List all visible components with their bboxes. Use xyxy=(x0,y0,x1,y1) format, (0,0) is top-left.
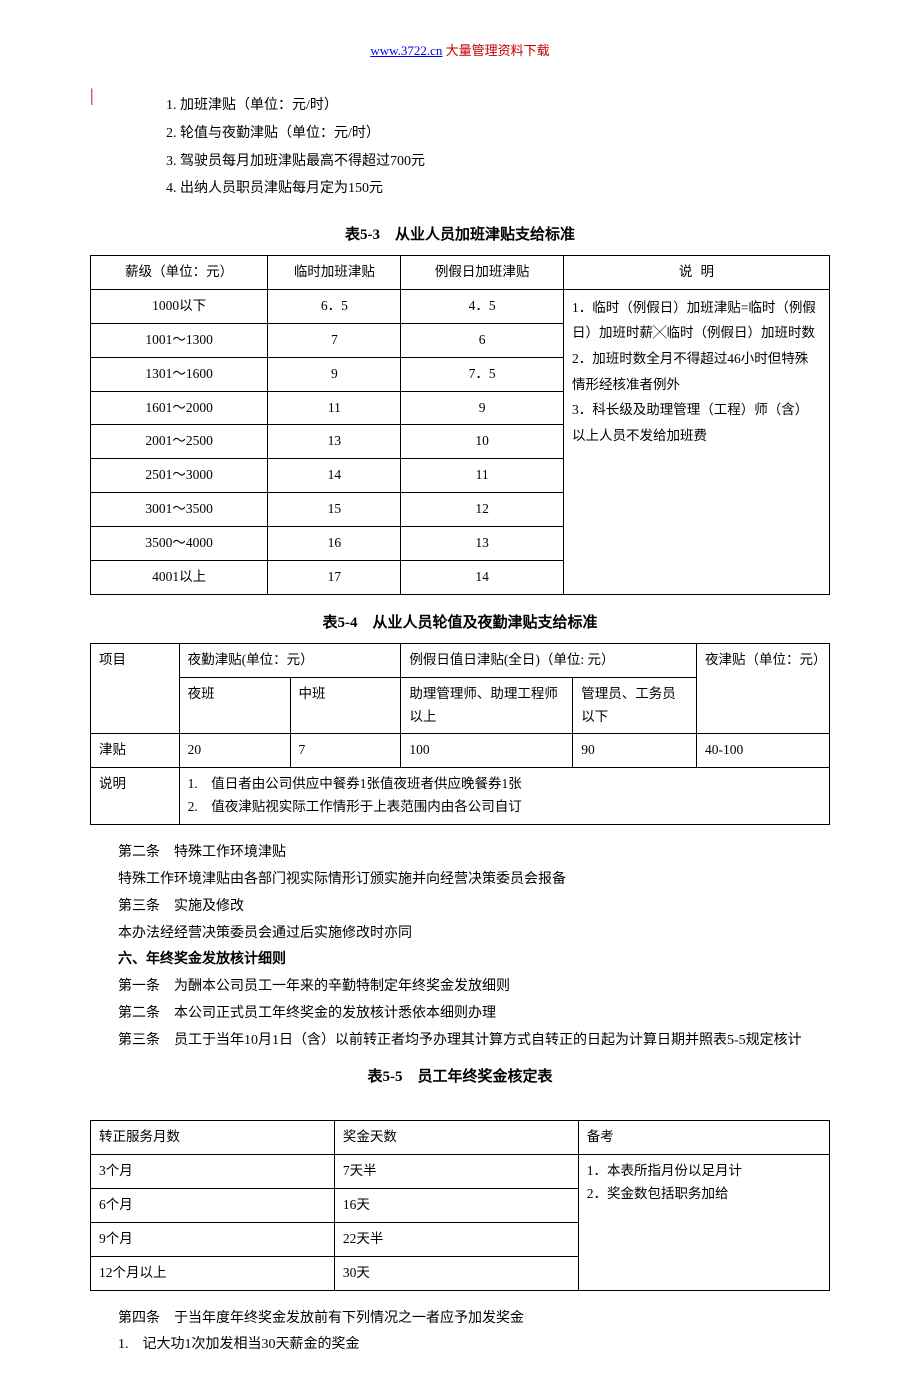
table-header-cell: 薪级（单位：元） xyxy=(91,255,268,289)
table-notes-cell: 1．本表所指月份以足月计 2．奖金数包括职务加给 xyxy=(578,1154,829,1290)
table-row: 转正服务月数 奖金天数 备考 xyxy=(91,1120,830,1154)
table-header-cell: 临时加班津贴 xyxy=(268,255,401,289)
table-note: 2．加班时数全月不得超过46小时但特殊情形经核准者例外 xyxy=(572,346,821,397)
table-cell: 2001～2500 xyxy=(91,425,268,459)
table-cell: 30天 xyxy=(334,1256,578,1290)
table-header-cell: 例假日值日津贴(全日)（单位: 元） xyxy=(401,643,697,677)
table-header-cell: 中班 xyxy=(290,677,401,734)
paragraph: 1. 记大功1次加发相当30天薪金的奖金 xyxy=(90,1333,830,1357)
table-header-cell: 夜津贴（单位：元） xyxy=(696,643,829,734)
table-cell: 2501～3000 xyxy=(91,459,268,493)
explain-line: 1. 值日者由公司供应中餐券1张值夜班者供应晚餐券1张 xyxy=(188,773,821,796)
table-cell: 7．5 xyxy=(401,357,564,391)
table-5-5: 转正服务月数 奖金天数 备考 3个月 7天半 1．本表所指月份以足月计 2．奖金… xyxy=(90,1120,830,1291)
table-cell: 3个月 xyxy=(91,1154,335,1188)
table-cell: 10 xyxy=(401,425,564,459)
table-cell: 3500～4000 xyxy=(91,527,268,561)
table-5-4: 项目 夜勤津贴(单位：元） 例假日值日津贴(全日)（单位: 元） 夜津贴（单位：… xyxy=(90,643,830,826)
paragraph: 第一条 为酬本公司员工一年来的辛勤特制定年终奖金发放细则 xyxy=(90,975,830,999)
paragraph: 第三条 员工于当年10月1日（含）以前转正者均予办理其计算方式自转正的日起为计算… xyxy=(90,1029,830,1053)
table-row: 津贴 20 7 100 90 40-100 xyxy=(91,734,830,768)
table-note: 3．科长级及助理管理（工程）师（含）以上人员不发给加班费 xyxy=(572,397,821,448)
table-row: 薪级（单位：元） 临时加班津贴 例假日加班津贴 说明 xyxy=(91,255,830,289)
list-item: 驾驶员每月加班津贴最高不得超过700元 xyxy=(180,148,830,176)
page-header: www.3722.cn 大量管理资料下载 xyxy=(90,40,830,62)
table-cell: 4．5 xyxy=(401,289,564,323)
section-heading: 六、年终奖金发放核计细则 xyxy=(90,948,830,972)
table-note: 1．本表所指月份以足月计 xyxy=(587,1160,821,1183)
paragraph: 特殊工作环境津贴由各部门视实际情形订颁实施并向经营决策委员会报备 xyxy=(90,868,830,892)
paragraph: 第三条 实施及修改 xyxy=(90,895,830,919)
table-cell: 1001～1300 xyxy=(91,323,268,357)
table-cell: 3001～3500 xyxy=(91,493,268,527)
table-note: 1．临时（例假日）加班津贴=临时（例假日）加班时薪╳临时（例假日）加班时数 xyxy=(572,295,821,346)
table-cell: 6．5 xyxy=(268,289,401,323)
list-item: 出纳人员职员津贴每月定为150元 xyxy=(180,175,830,203)
paragraph: 本办法经经营决策委员会通过后实施修改时亦同 xyxy=(90,922,830,946)
table-cell: 13 xyxy=(401,527,564,561)
table-row: 项目 夜勤津贴(单位：元） 例假日值日津贴(全日)（单位: 元） 夜津贴（单位：… xyxy=(91,643,830,677)
table-cell: 20 xyxy=(179,734,290,768)
table-cell: 6个月 xyxy=(91,1188,335,1222)
table-cell: 17 xyxy=(268,561,401,595)
table-cell: 40-100 xyxy=(696,734,829,768)
numbered-list-1: 加班津贴（单位：元/时） 轮值与夜勤津贴（单位：元/时） 驾驶员每月加班津贴最高… xyxy=(90,92,830,203)
table-cell: 4001以上 xyxy=(91,561,268,595)
list-item: 加班津贴（单位：元/时） xyxy=(180,92,830,120)
table-cell: 1601～2000 xyxy=(91,391,268,425)
table-cell: 16天 xyxy=(334,1188,578,1222)
table-cell: 1000以下 xyxy=(91,289,268,323)
table-cell: 90 xyxy=(573,734,697,768)
table-header-cell: 备考 xyxy=(578,1120,829,1154)
table-cell: 津贴 xyxy=(91,734,180,768)
table-cell: 1301～1600 xyxy=(91,357,268,391)
cursor-mark: | xyxy=(90,80,94,111)
paragraph: 第二条 本公司正式员工年终奖金的发放核计悉依本细则办理 xyxy=(90,1002,830,1026)
table-notes-cell: 1．临时（例假日）加班津贴=临时（例假日）加班时薪╳临时（例假日）加班时数 2．… xyxy=(563,289,829,594)
table-header-cell: 管理员、工务员以下 xyxy=(573,677,697,734)
table-cell: 12个月以上 xyxy=(91,1256,335,1290)
table-header-cell: 夜勤津贴(单位：元） xyxy=(179,643,401,677)
paragraph: 第二条 特殊工作环境津贴 xyxy=(90,841,830,865)
table-cell: 11 xyxy=(401,459,564,493)
table-cell: 7 xyxy=(268,323,401,357)
table-header-cell: 助理管理师、助理工程师以上 xyxy=(401,677,573,734)
table-cell: 14 xyxy=(401,561,564,595)
table-row: 1000以下 6．5 4．5 1．临时（例假日）加班津贴=临时（例假日）加班时薪… xyxy=(91,289,830,323)
table-cell: 7 xyxy=(290,734,401,768)
table-cell: 11 xyxy=(268,391,401,425)
table-cell: 22天半 xyxy=(334,1222,578,1256)
table-cell: 9 xyxy=(268,357,401,391)
table-row: 说明 1. 值日者由公司供应中餐券1张值夜班者供应晚餐券1张 2. 值夜津贴视实… xyxy=(91,768,830,825)
table-cell: 说明 xyxy=(91,768,180,825)
table-cell: 9个月 xyxy=(91,1222,335,1256)
table-header-cell: 说明 xyxy=(563,255,829,289)
header-link[interactable]: www.3722.cn xyxy=(370,43,442,58)
table-header-cell: 奖金天数 xyxy=(334,1120,578,1154)
table-cell: 16 xyxy=(268,527,401,561)
table-note: 2．奖金数包括职务加给 xyxy=(587,1183,821,1206)
explain-line: 2. 值夜津贴视实际工作情形于上表范围内由各公司自订 xyxy=(188,796,821,819)
table-header-cell: 例假日加班津贴 xyxy=(401,255,564,289)
table-cell: 14 xyxy=(268,459,401,493)
table-5-5-title: 表5-5 员工年终奖金核定表 xyxy=(90,1065,830,1091)
table-cell: 1. 值日者由公司供应中餐券1张值夜班者供应晚餐券1张 2. 值夜津贴视实际工作… xyxy=(179,768,829,825)
table-cell: 12 xyxy=(401,493,564,527)
table-header-cell: 项目 xyxy=(91,643,180,734)
table-5-3-title: 表5-3 从业人员加班津贴支给标准 xyxy=(90,223,830,249)
table-cell: 100 xyxy=(401,734,573,768)
table-cell: 13 xyxy=(268,425,401,459)
table-cell: 15 xyxy=(268,493,401,527)
table-cell: 7天半 xyxy=(334,1154,578,1188)
table-header-cell: 夜班 xyxy=(179,677,290,734)
paragraph: 第四条 于当年度年终奖金发放前有下列情况之一者应予加发奖金 xyxy=(90,1307,830,1331)
header-suffix: 大量管理资料下载 xyxy=(442,43,549,58)
list-item: 轮值与夜勤津贴（单位：元/时） xyxy=(180,120,830,148)
table-5-3: 薪级（单位：元） 临时加班津贴 例假日加班津贴 说明 1000以下 6．5 4．… xyxy=(90,255,830,595)
table-row: 3个月 7天半 1．本表所指月份以足月计 2．奖金数包括职务加给 xyxy=(91,1154,830,1188)
table-5-4-title: 表5-4 从业人员轮值及夜勤津贴支给标准 xyxy=(90,611,830,637)
table-header-cell: 转正服务月数 xyxy=(91,1120,335,1154)
table-cell: 6 xyxy=(401,323,564,357)
table-cell: 9 xyxy=(401,391,564,425)
